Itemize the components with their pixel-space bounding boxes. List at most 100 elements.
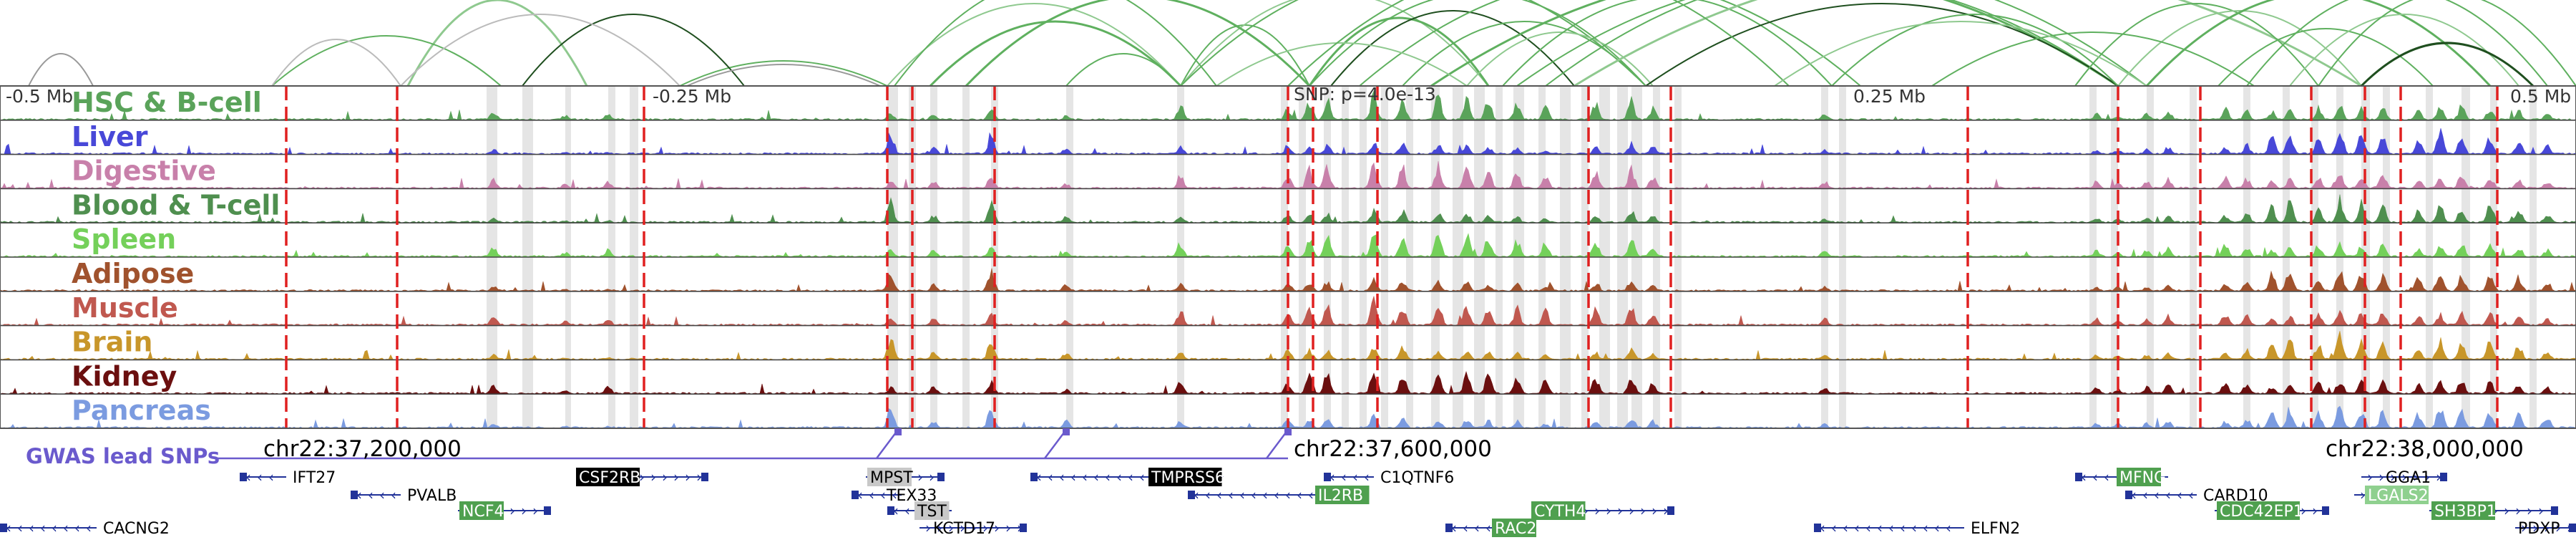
strand-arrow: ‹ [1251, 486, 1257, 503]
gene-label: SH3BP1 [2434, 503, 2497, 521]
loop-arc [1065, 53, 1181, 87]
strand-arrow: › [532, 502, 538, 519]
gene-exon [1814, 524, 1821, 532]
strand-arrow: ‹ [1105, 468, 1111, 486]
gene-highlight [2431, 501, 2495, 520]
loop-arc [887, 3, 1181, 87]
coordinate-label-3: chr22:38,000,000 [2326, 436, 2524, 462]
strand-arrow: ‹ [1877, 519, 1883, 536]
strand-arrow: › [509, 502, 515, 519]
strand-arrow: ‹ [2092, 468, 2098, 486]
strand-arrow: ‹ [391, 486, 396, 503]
strand-arrow: › [2532, 519, 2538, 536]
strand-arrow: › [2544, 519, 2550, 536]
loop-arc [1645, 3, 2119, 87]
gene-highlight [576, 468, 640, 486]
loop-arc [1931, 32, 2255, 87]
strand-arrow: ‹ [6, 519, 11, 536]
gene-annotations: ‹‹‹IFT27‹‹‹‹PVALB›››››››NCF4‹‹‹‹‹‹‹‹CACN… [0, 468, 2576, 538]
track-label-4: Spleen [72, 223, 176, 255]
track-label-3: Blood & T-cell [72, 189, 280, 221]
strand-arrow: › [2312, 502, 2318, 519]
strand-arrow: › [1663, 502, 1669, 519]
gene-exon [937, 473, 945, 481]
gene-highlight [1148, 468, 1222, 486]
loop-arc [1574, 0, 2362, 87]
strand-arrow: › [2527, 502, 2532, 519]
strand-arrow: ‹ [40, 519, 46, 536]
strand-arrow: › [673, 468, 679, 486]
strand-arrow: ‹ [1923, 519, 1928, 536]
strand-arrow: ‹ [869, 486, 874, 503]
strand-arrow: › [2521, 519, 2527, 536]
strand-arrow: › [1629, 502, 1634, 519]
strand-arrow: ‹ [1228, 486, 1234, 503]
track-label-8: Kidney [72, 360, 177, 392]
strand-arrow: ‹ [1274, 486, 1279, 503]
strand-arrow: › [639, 468, 645, 486]
gene-exon [1030, 473, 1038, 481]
strand-arrow: › [1652, 502, 1657, 519]
gene-highlight [867, 468, 912, 486]
strand-arrow: ‹ [2188, 486, 2194, 503]
strand-arrow: › [925, 519, 931, 536]
strand-arrow: ‹ [1308, 486, 1314, 503]
strand-arrow: › [662, 468, 668, 486]
gene-highlight [2365, 486, 2429, 504]
strand-arrow: › [1594, 502, 1600, 519]
strand-arrow: › [2301, 502, 2306, 519]
loop-arc [2117, 10, 2362, 87]
strand-arrow: ‹ [245, 468, 251, 486]
gene-rac2: ‹‹‹‹‹‹‹RAC2 [1445, 519, 1536, 538]
gene-il2rb: ‹‹‹‹‹‹‹‹‹‹‹‹‹‹IL2RB [1188, 486, 1370, 505]
strand-arrow: ‹ [1911, 519, 1917, 536]
strand-arrow: › [2424, 468, 2430, 486]
strand-arrow: ‹ [2165, 486, 2171, 503]
loop-arc [2074, 3, 2319, 87]
gene-exon [351, 491, 358, 499]
strand-arrow: › [650, 468, 656, 486]
gene-label: CACNG2 [103, 520, 170, 537]
strand-arrow: › [2367, 468, 2373, 486]
strand-arrow: ‹ [892, 486, 897, 503]
loop-arc [1330, 10, 1575, 87]
gene-cacng2: ‹ ‹ ‹ ‹ ‹ ‹ ‹ ‹ CACNG2 [0, 519, 170, 538]
loop-arc [1216, 42, 1468, 87]
strand-arrow: ‹ [1485, 519, 1491, 536]
loop-arc [1831, 14, 2119, 87]
gene-label: PDXP [2518, 520, 2560, 537]
loop-arc [965, 0, 1311, 87]
gene-label: RAC2 [1495, 520, 1536, 537]
gene-highlight [2117, 468, 2161, 486]
strand-arrow: ‹ [1285, 486, 1291, 503]
gene-exon [1445, 524, 1453, 532]
strand-arrow: ‹ [1463, 519, 1468, 536]
gwas-snp-point [894, 428, 902, 435]
loop-arc [271, 39, 401, 87]
strand-arrow: › [2390, 468, 2396, 486]
strand-arrow: › [1617, 502, 1623, 519]
strand-arrow: ‹ [86, 519, 92, 536]
gene-sh3bp1: ›››››››››››SH3BP1 [2429, 501, 2558, 521]
loop-arc [271, 35, 502, 87]
strand-arrow: › [948, 519, 954, 536]
gene-mfng: ‹‹‹‹‹‹‹MFNG [2075, 468, 2168, 487]
strand-arrow: › [2413, 468, 2419, 486]
gene-exon [701, 473, 708, 481]
strand-arrow: › [1005, 519, 1011, 536]
loop-arc [1287, 0, 1790, 87]
gene-highlight [459, 501, 504, 520]
gene-exon [240, 473, 247, 481]
strand-arrow: › [2360, 486, 2366, 503]
coordinate-label-2: chr22:37,600,000 [1294, 436, 1492, 462]
strand-arrow: ‹ [1330, 468, 1335, 486]
strand-arrow: ‹ [63, 519, 69, 536]
strand-arrow: ‹ [904, 502, 910, 519]
strand-arrow: ‹ [1048, 468, 1053, 486]
gene-label: IFT27 [293, 469, 336, 487]
strand-arrow: ‹ [17, 519, 23, 536]
strand-arrow: › [685, 468, 691, 486]
gene-gga1: › › › › › › ›GGA1 [2361, 468, 2447, 487]
track-label-6: Muscle [72, 292, 178, 324]
